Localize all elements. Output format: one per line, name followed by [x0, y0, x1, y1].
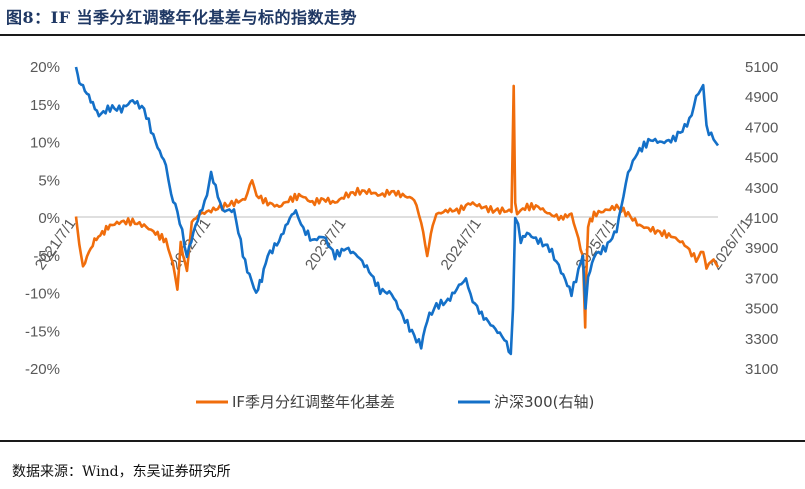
y-left-tick-label: -20%: [25, 361, 60, 378]
bottom-rule: [0, 440, 805, 442]
y-right-tick-label: 4100: [745, 210, 778, 227]
source-note: 数据来源：Wind，东吴证券研究所: [12, 464, 231, 480]
y-left-tick-label: 20%: [30, 59, 60, 76]
y-left-tick-label: -15%: [25, 323, 60, 340]
y-left-tick-label: 15%: [30, 97, 60, 114]
y-right-tick-label: 3900: [745, 240, 778, 257]
y-left-tick-label: -10%: [25, 286, 60, 303]
y-right-tick-label: 3700: [745, 270, 778, 287]
y-right-tick-label: 4500: [745, 150, 778, 167]
legend: IF季月分红调整年化基差 沪深300(右轴): [196, 393, 594, 411]
y-right-tick-label: 3300: [745, 331, 778, 348]
x-tick-label: 2024/7/1: [437, 216, 484, 274]
chart: 20% 15% 10% 5% 0% -5% -10% -15% -20% 5100 4900 470…: [25, 59, 778, 411]
top-rule: [0, 34, 805, 36]
series-layer: [74, 66, 720, 356]
basis-series-line: [74, 84, 720, 329]
y-right-tick-label: 5100: [745, 59, 778, 76]
y-right-tick-label: 4700: [745, 119, 778, 136]
y-left-tick-label: 10%: [30, 135, 60, 152]
legend-basis-label: IF季月分红调整年化基差: [232, 393, 395, 411]
y-right-tick-label: 3100: [745, 361, 778, 378]
y-right-tick-label: 4900: [745, 89, 778, 106]
y-left-tick-label: 5%: [38, 172, 60, 189]
index-series-line: [74, 66, 720, 356]
y-left-tick-label: -5%: [33, 248, 60, 265]
legend-index-label: 沪深300(右轴): [494, 393, 594, 411]
y-right-axis: 5100 4900 4700 4500 4300 4100 3900 3700 3500 3300…: [745, 59, 778, 378]
y-left-axis: 20% 15% 10% 5% 0% -5% -10% -15% -20%: [25, 59, 60, 378]
figure-title: 图8：IF 当季分红调整年化基差与标的指数走势: [6, 8, 358, 27]
y-right-tick-label: 4300: [745, 180, 778, 197]
x-tick-label: 2023/7/1: [302, 216, 349, 274]
y-left-tick-label: 0%: [38, 210, 60, 227]
y-right-tick-label: 3500: [745, 301, 778, 318]
